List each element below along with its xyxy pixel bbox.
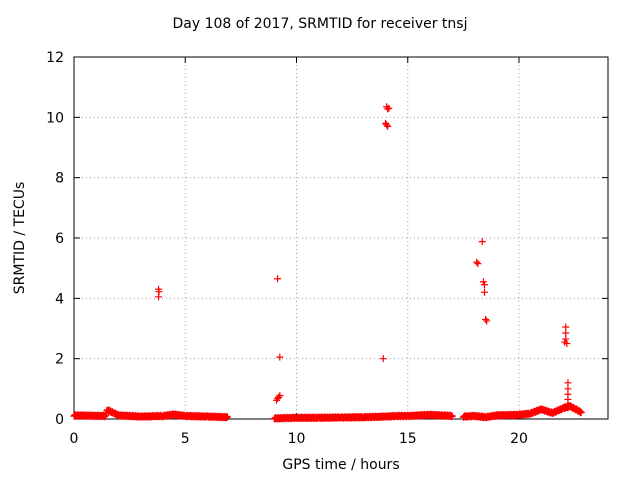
data-point: [276, 353, 284, 361]
data-point: [483, 317, 491, 325]
baseline-points: [270, 410, 456, 423]
data-point: [473, 258, 481, 266]
data-point: [564, 400, 572, 408]
x-tick-label: 0: [70, 431, 79, 447]
y-tick-label: 4: [55, 291, 64, 307]
data-point: [383, 121, 391, 129]
data-point: [479, 278, 487, 286]
data-point: [481, 288, 489, 296]
baseline-points: [459, 402, 585, 422]
data-point: [474, 260, 482, 268]
baseline-points: [70, 406, 231, 422]
data-point: [564, 379, 572, 387]
data-point: [481, 281, 489, 289]
x-tick-label: 20: [510, 431, 528, 447]
data-point: [562, 329, 570, 337]
chart-title: Day 108 of 2017, SRMTID for receiver tns…: [172, 16, 468, 32]
data-point: [384, 105, 392, 113]
data-point: [274, 275, 282, 283]
data-point: [482, 315, 490, 323]
data-point: [562, 335, 570, 343]
data-point: [379, 355, 387, 363]
data-point: [155, 293, 163, 301]
data-point: [384, 122, 392, 130]
data-point: [563, 340, 571, 348]
x-tick-label: 10: [288, 431, 306, 447]
x-axis-label: GPS time / hours: [282, 457, 400, 473]
data-point: [562, 323, 570, 331]
y-tick-label: 2: [55, 352, 64, 368]
y-tick-label: 12: [46, 50, 64, 66]
y-tick-label: 0: [55, 412, 64, 428]
y-tick-label: 6: [55, 231, 64, 247]
data-point: [274, 394, 282, 402]
x-tick-label: 15: [399, 431, 417, 447]
data-point: [478, 238, 486, 246]
y-tick-label: 8: [55, 171, 64, 187]
y-tick-label: 10: [46, 110, 64, 126]
data-point: [385, 104, 393, 112]
x-tick-label: 5: [181, 431, 190, 447]
